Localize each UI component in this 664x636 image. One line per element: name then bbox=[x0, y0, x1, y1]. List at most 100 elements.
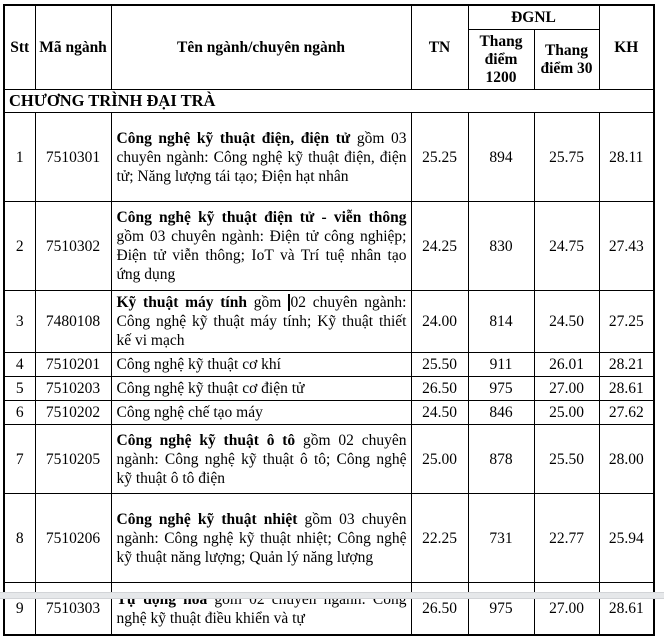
major-name-detail: gồm 03 chuyên ngành: Điện tử công nghiệp… bbox=[116, 228, 407, 283]
major-name-detail: gồm 02 chuyên ngành: Công nghệ kỹ thuật … bbox=[116, 431, 407, 487]
cell-major-code: 7510301 bbox=[34, 112, 112, 202]
cell-major-code: 7510302 bbox=[34, 201, 112, 291]
cell-major-name: Tự động hóa gồm 02 chuyên ngành: Công ng… bbox=[110, 582, 412, 636]
cell-major-code: 7510203 bbox=[34, 376, 112, 401]
table-row: 8 7510206 Công nghệ kỹ thuật nhiệt gồm 0… bbox=[3, 493, 655, 583]
cell-major-name: Công nghệ kỹ thuật cơ khí bbox=[110, 352, 412, 377]
table-row: 5 7510203 Công nghệ kỹ thuật cơ điện tử … bbox=[3, 376, 655, 401]
cell-tn-score: 25.00 bbox=[410, 424, 469, 494]
cell-kh-score: 25.94 bbox=[598, 493, 655, 583]
cell-major-name: Công nghệ kỹ thuật điện, điện tử gồm 03 … bbox=[110, 112, 412, 202]
cell-kh-score: 27.62 bbox=[598, 400, 655, 425]
table-header: Stt Mã ngành Tên ngành/chuyên ngành TN Đ… bbox=[3, 4, 655, 90]
cell-dgnl-30-score: 27.00 bbox=[533, 582, 600, 636]
cell-tn-score: 25.50 bbox=[410, 352, 469, 377]
table-row: 4 7510201 Công nghệ kỹ thuật cơ khí 25.5… bbox=[3, 352, 655, 377]
cell-major-code: 7510205 bbox=[34, 424, 112, 494]
table-row: 6 7510202 Công nghệ chế tạo máy 24.50 84… bbox=[3, 400, 655, 425]
cell-dgnl-1200-score: 975 bbox=[467, 376, 535, 401]
cell-major-code: 7510303 bbox=[34, 582, 112, 636]
cell-kh-score: 27.43 bbox=[598, 201, 655, 291]
cell-dgnl-30-score: 27.00 bbox=[533, 376, 600, 401]
cell-stt: 8 bbox=[3, 493, 36, 583]
cell-dgnl-1200-score: 975 bbox=[467, 582, 535, 636]
cell-dgnl-1200-score: 878 bbox=[467, 424, 535, 494]
cell-kh-score: 28.11 bbox=[598, 112, 655, 202]
major-name-detail: Công nghệ chế tạo máy bbox=[116, 404, 263, 421]
cell-dgnl-30-score: 26.01 bbox=[533, 352, 600, 377]
table-row: 1 7510301 Công nghệ kỹ thuật điện, điện … bbox=[3, 112, 655, 202]
cell-stt: 9 bbox=[3, 582, 36, 636]
bottom-scrollbar-track[interactable] bbox=[0, 592, 664, 599]
cell-major-name: Công nghệ kỹ thuật điện tử - viễn thông … bbox=[110, 201, 412, 291]
cell-major-code: 7510202 bbox=[34, 400, 112, 425]
cell-dgnl-1200-score: 846 bbox=[467, 400, 535, 425]
cell-dgnl-1200-score: 894 bbox=[467, 112, 535, 202]
cell-tn-score: 24.25 bbox=[410, 201, 469, 291]
major-name-detail: gồm bbox=[246, 294, 289, 311]
cell-stt: 4 bbox=[3, 352, 36, 377]
cell-major-name: Công nghệ kỹ thuật nhiệt gồm 03 chuyên n… bbox=[110, 493, 412, 583]
section-header-row: CHƯƠNG TRÌNH ĐẠI TRÀ bbox=[3, 89, 655, 113]
cell-kh-score: 27.25 bbox=[598, 290, 655, 353]
major-name-bold: Công nghệ kỹ thuật nhiệt bbox=[116, 510, 298, 528]
cell-dgnl-30-score: 25.50 bbox=[533, 424, 600, 494]
cell-major-name: Công nghệ kỹ thuật ô tô gồm 02 chuyên ng… bbox=[110, 424, 412, 494]
cell-major-code: 7510201 bbox=[34, 352, 112, 377]
cell-dgnl-1200-score: 830 bbox=[467, 201, 535, 291]
text-caret bbox=[288, 294, 290, 311]
cell-kh-score: 28.61 bbox=[598, 582, 655, 636]
major-name-detail: Công nghệ kỹ thuật cơ điện tử bbox=[116, 380, 305, 397]
major-name-detail: Công nghệ kỹ thuật cơ khí bbox=[116, 356, 281, 373]
col-header-scale-30: Thang điểm 30 bbox=[533, 29, 600, 90]
cell-major-code: 7480108 bbox=[34, 290, 112, 353]
cell-stt: 1 bbox=[3, 112, 36, 202]
col-header-tn: TN bbox=[410, 4, 469, 90]
cell-dgnl-30-score: 22.77 bbox=[533, 493, 600, 583]
major-name-bold: Kỹ thuật máy tính bbox=[116, 294, 247, 311]
col-header-major-code: Mã ngành bbox=[34, 4, 112, 90]
cell-tn-score: 24.50 bbox=[410, 400, 469, 425]
cell-major-code: 7510206 bbox=[34, 493, 112, 583]
header-row-sub: Thang điểm 1200 Thang điểm 30 bbox=[4, 29, 654, 90]
col-header-major-name: Tên ngành/chuyên ngành bbox=[110, 4, 412, 90]
cell-tn-score: 22.25 bbox=[410, 493, 469, 583]
cell-tn-score: 26.50 bbox=[410, 582, 469, 636]
cell-stt: 5 bbox=[3, 376, 36, 401]
col-header-scale-1200: Thang điểm 1200 bbox=[467, 29, 535, 90]
col-header-stt: Stt bbox=[3, 4, 36, 90]
col-header-dgnl: ĐGNL bbox=[467, 4, 600, 30]
major-name-bold: Công nghệ kỹ thuật điện tử - viễn thông bbox=[116, 209, 407, 226]
section-title: CHƯƠNG TRÌNH ĐẠI TRÀ bbox=[3, 89, 655, 113]
cell-dgnl-1200-score: 814 bbox=[467, 290, 535, 353]
cell-stt: 6 bbox=[3, 400, 36, 425]
cell-stt: 3 bbox=[3, 290, 36, 353]
cell-dgnl-1200-score: 731 bbox=[467, 493, 535, 583]
cell-major-name: Công nghệ chế tạo máy bbox=[110, 400, 412, 425]
col-header-kh: KH bbox=[598, 4, 655, 90]
table-row: 2 7510302 Công nghệ kỹ thuật điện tử - v… bbox=[3, 201, 655, 291]
header-row-top: Stt Mã ngành Tên ngành/chuyên ngành TN Đ… bbox=[3, 4, 655, 90]
admission-scores-table: Stt Mã ngành Tên ngành/chuyên ngành TN Đ… bbox=[3, 4, 656, 636]
table-row: 3 7480108 Kỹ thuật máy tính gồm 02 chuyê… bbox=[3, 290, 655, 353]
cell-dgnl-30-score: 24.75 bbox=[533, 201, 600, 291]
major-name-bold: Công nghệ kỹ thuật điện, điện tử bbox=[116, 129, 351, 147]
cell-stt: 7 bbox=[3, 424, 36, 494]
table-row: 7 7510205 Công nghệ kỹ thuật ô tô gồm 02… bbox=[3, 424, 655, 494]
cell-dgnl-30-score: 25.00 bbox=[533, 400, 600, 425]
table-row: 9 7510303 Tự động hóa gồm 02 chuyên ngàn… bbox=[3, 582, 655, 636]
cell-tn-score: 25.25 bbox=[410, 112, 469, 202]
cell-major-name: Kỹ thuật máy tính gồm 02 chuyên ngành: C… bbox=[110, 290, 412, 353]
cell-dgnl-30-score: 24.50 bbox=[533, 290, 600, 353]
cell-stt: 2 bbox=[3, 201, 36, 291]
cell-dgnl-30-score: 25.75 bbox=[533, 112, 600, 202]
cell-dgnl-1200-score: 911 bbox=[467, 352, 535, 377]
major-name-detail: gồm 03 chuyên ngành: Công nghệ kỹ thuật … bbox=[116, 510, 407, 566]
cell-major-name: Công nghệ kỹ thuật cơ điện tử bbox=[110, 376, 412, 401]
cell-kh-score: 28.00 bbox=[598, 424, 655, 494]
cell-tn-score: 26.50 bbox=[410, 376, 469, 401]
major-name-detail: 02 chuyên ngành: Công nghệ kỹ thuật máy … bbox=[116, 294, 407, 349]
cell-tn-score: 24.00 bbox=[410, 290, 469, 353]
cell-kh-score: 28.21 bbox=[598, 352, 655, 377]
major-name-detail: gồm 03 chuyên ngành: Công nghệ kỹ thuật … bbox=[116, 129, 407, 185]
